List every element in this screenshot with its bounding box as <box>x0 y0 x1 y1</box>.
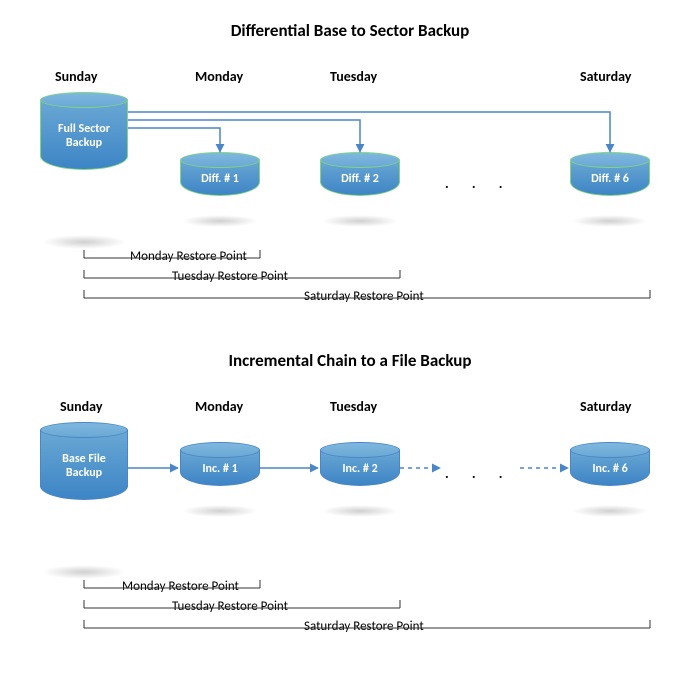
cylinder-inc-0: Inc. # 1 <box>180 450 260 486</box>
diagram2-day-3: Saturday <box>580 398 631 415</box>
diagram2-title: Incremental Chain to a File Backup <box>0 350 700 371</box>
diagram1-day-1: Monday <box>195 68 243 85</box>
diagram1-restore-label-2: Saturday Restore Point <box>300 289 428 304</box>
cylinder-base-file: Base FileBackup <box>40 430 128 500</box>
cylinder-label: Diff. # 1 <box>180 172 260 186</box>
cylinder-diff-2: Diff. # 6 <box>570 160 650 196</box>
diagram2-restore-label-1: Tuesday Restore Point <box>168 599 292 614</box>
cylinder-label: Diff. # 2 <box>320 172 400 186</box>
diagram2-restore-label-2: Saturday Restore Point <box>300 619 428 634</box>
diagram1-shadow-0 <box>42 235 126 249</box>
diagram2-day-1: Monday <box>195 398 243 415</box>
cylinder-inc-2: Inc. # 6 <box>570 450 650 486</box>
diagram2-ellipsis: . . . <box>445 465 513 482</box>
diagram1-restore-label-0: Monday Restore Point <box>126 249 251 264</box>
diagram1-shadow-3 <box>572 215 648 227</box>
diagram2-shadow-2 <box>322 505 398 517</box>
cylinder-label: Inc. # 2 <box>320 462 400 476</box>
diagram1-ellipsis: . . . <box>445 175 513 192</box>
diagram2-day-2: Tuesday <box>330 398 377 415</box>
diagram2-shadow-3 <box>572 505 648 517</box>
cylinder-full-sector: Full SectorBackup <box>40 100 128 170</box>
cylinder-label: Diff. # 6 <box>570 172 650 186</box>
cylinder-label: Inc. # 6 <box>570 462 650 476</box>
diagram1-restore-label-1: Tuesday Restore Point <box>168 269 292 284</box>
cylinder-diff-1: Diff. # 2 <box>320 160 400 196</box>
diagram2-restore-label-0: Monday Restore Point <box>118 579 243 594</box>
diagram1-shadow-1 <box>182 215 258 227</box>
cylinder-label: Full SectorBackup <box>40 122 128 151</box>
diagram1-day-0: Sunday <box>55 68 97 85</box>
cylinder-inc-1: Inc. # 2 <box>320 450 400 486</box>
cylinder-label: Inc. # 1 <box>180 462 260 476</box>
diagram2-shadow-1 <box>182 505 258 517</box>
diagram1-day-3: Saturday <box>580 68 631 85</box>
diagram1-day-2: Tuesday <box>330 68 377 85</box>
diagram2-day-0: Sunday <box>60 398 102 415</box>
cylinder-label: Base FileBackup <box>40 452 128 481</box>
diagram2-shadow-0 <box>42 565 126 579</box>
diagram1-title: Differential Base to Sector Backup <box>0 20 700 41</box>
cylinder-diff-0: Diff. # 1 <box>180 160 260 196</box>
diagram1-shadow-2 <box>322 215 398 227</box>
